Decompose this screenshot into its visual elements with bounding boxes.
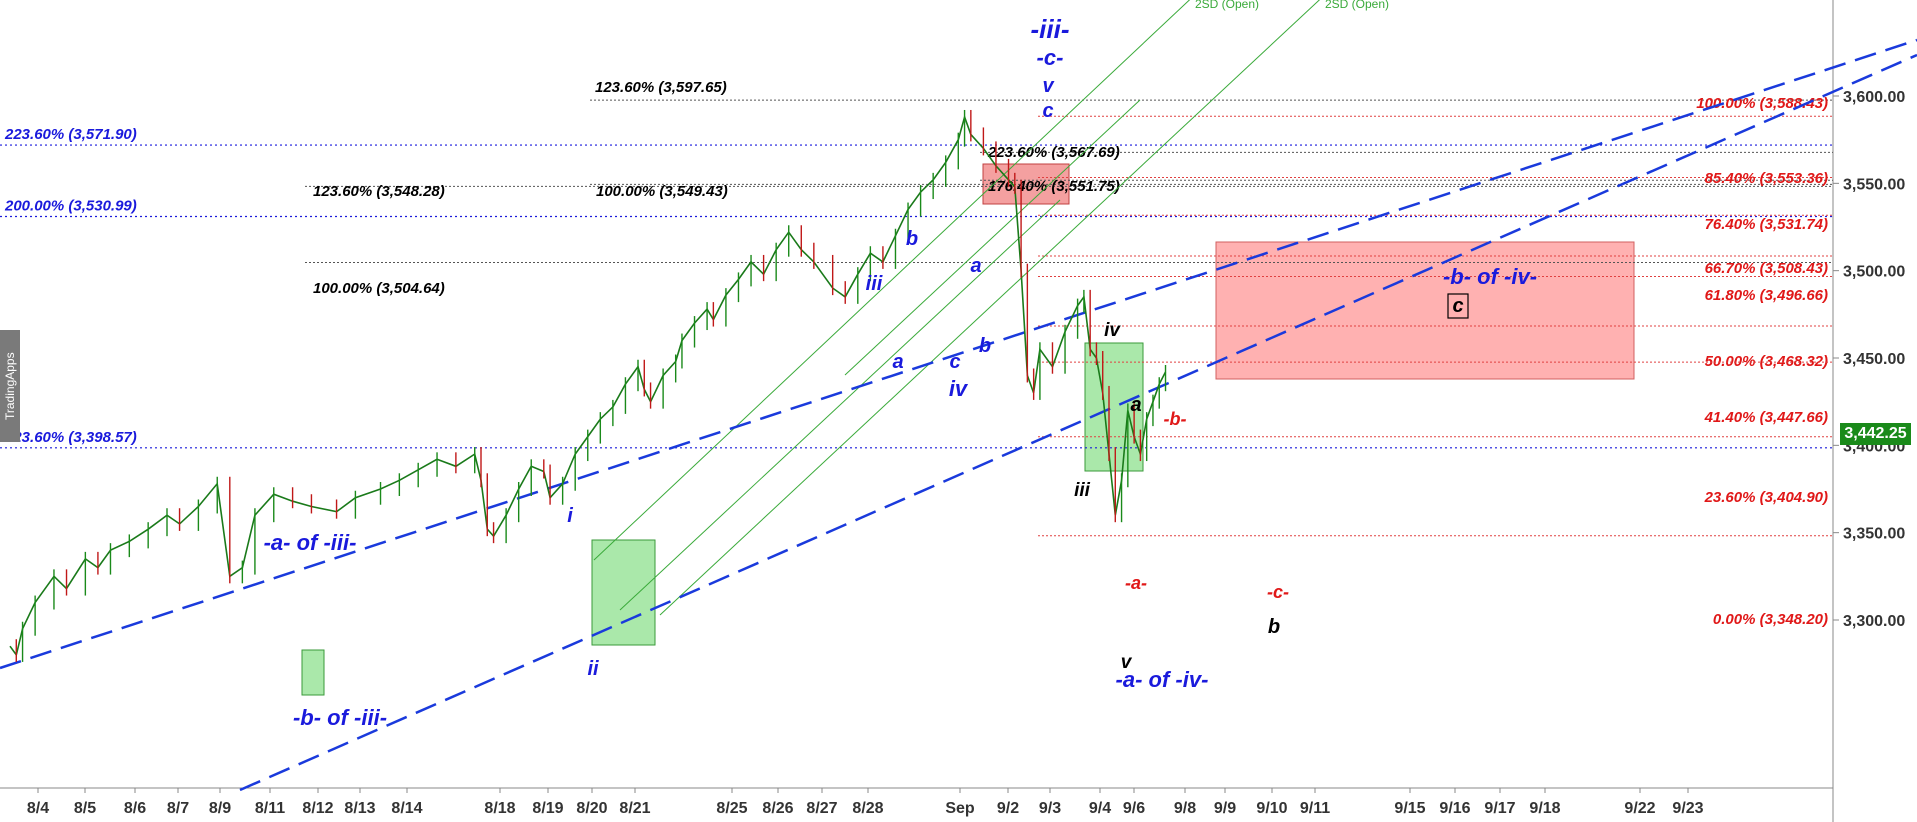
- y-tick-label: 3,350.00: [1843, 526, 1905, 543]
- last-price-badge: 3,442.25: [1840, 423, 1911, 445]
- x-tick-label: 8/7: [167, 800, 189, 817]
- price-series: [9, 114, 1167, 657]
- x-tick-label: 9/2: [997, 800, 1019, 817]
- wave-label: a: [970, 255, 981, 277]
- wave-label: i: [567, 505, 573, 527]
- retracement-label: 66.70% (3,508.43): [1705, 260, 1828, 277]
- watermark-tab: TradingApps: [0, 330, 20, 442]
- wave-label: v: [1042, 75, 1055, 97]
- fib-level-label: 123.60% (3,548.28): [313, 183, 445, 200]
- y-tick-label: 3,550.00: [1843, 176, 1905, 193]
- wave-label: b: [979, 335, 991, 357]
- x-tick-label: 8/14: [391, 800, 422, 817]
- wave-label: -c-: [1037, 45, 1064, 70]
- wave-label: -c-: [1267, 582, 1289, 602]
- retracement-label: 76.40% (3,531.74): [1705, 216, 1828, 233]
- x-tick-label: 8/19: [532, 800, 563, 817]
- x-tick-label: 9/16: [1439, 800, 1470, 817]
- wave-label: -a- of -iii-: [264, 530, 357, 555]
- x-tick-label: 9/9: [1214, 800, 1236, 817]
- wave-label: c: [1452, 295, 1463, 317]
- x-tick-label: 8/27: [806, 800, 837, 817]
- x-tick-label: 8/6: [124, 800, 146, 817]
- channel-line: [659, 0, 1321, 616]
- x-tick-label: 8/11: [255, 800, 285, 817]
- green-box-b-of-iii: [301, 649, 325, 696]
- x-tick-label: 8/18: [484, 800, 515, 817]
- wave-label: iv: [949, 376, 969, 401]
- retracement-label: 85.40% (3,553.36): [1705, 170, 1828, 187]
- wave-label: c: [949, 351, 960, 373]
- wave-label: a: [1130, 394, 1141, 416]
- x-tick-label: 8/25: [716, 800, 747, 817]
- retracement-label: 50.00% (3,468.32): [1705, 353, 1828, 370]
- wave-label: -b-: [1164, 409, 1187, 429]
- wave-c-box: [1447, 293, 1469, 319]
- x-tick-label: 9/6: [1123, 800, 1145, 817]
- x-tick-label: 9/18: [1529, 800, 1560, 817]
- y-tick-label: 3,300.00: [1843, 613, 1905, 630]
- x-tick-label: 9/17: [1484, 800, 1515, 817]
- x-tick-label: 9/22: [1624, 800, 1655, 817]
- green-box-iv: [1084, 342, 1144, 472]
- fib-level-label: 200.00% (3,530.99): [4, 198, 137, 215]
- wave-label: -b- of -iii-: [293, 705, 387, 730]
- x-tick-label: 8/13: [344, 800, 375, 817]
- x-tick-label: 8/20: [576, 800, 607, 817]
- x-tick-label: 9/11: [1300, 800, 1330, 817]
- wave-label: -b- of -iv-: [1443, 264, 1537, 289]
- x-tick-label: 9/3: [1039, 800, 1061, 817]
- wave-label: c: [1042, 100, 1053, 122]
- x-tick-label: 8/9: [209, 800, 231, 817]
- trend-line-upper: [0, 38, 1917, 670]
- x-tick-label: 8/5: [74, 800, 96, 817]
- fib-level-label: 123.60% (3,398.57): [5, 429, 137, 446]
- channel-label: 2SD (Open): [1325, 0, 1389, 11]
- x-tick-label: 8/28: [852, 800, 883, 817]
- x-tick-label: 9/10: [1256, 800, 1287, 817]
- channel-label: 2SD (Open): [1195, 0, 1259, 11]
- channel-line: [619, 199, 1061, 611]
- y-tick-label: 3,450.00: [1843, 351, 1905, 368]
- retracement-label: 61.80% (3,496.66): [1705, 287, 1828, 304]
- x-tick-label: 9/8: [1174, 800, 1196, 817]
- red-box-b-of-iv: [1215, 241, 1635, 380]
- wave-label: b: [1268, 616, 1280, 638]
- wave-label: ii: [587, 658, 599, 680]
- x-tick-label: 8/21: [619, 800, 650, 817]
- wave-label: iv: [1104, 320, 1121, 341]
- x-tick-label: 8/12: [302, 800, 333, 817]
- fib-level-label: 223.60% (3,567.69): [987, 144, 1120, 161]
- x-tick-label: 9/23: [1672, 800, 1703, 817]
- fib-level-label: 223.60% (3,571.90): [4, 126, 137, 143]
- retracement-label: 23.60% (3,404.90): [1704, 489, 1828, 506]
- fib-level-label: 123.60% (3,597.65): [595, 79, 727, 96]
- retracement-label: 41.40% (3,447.66): [1704, 409, 1828, 426]
- x-tick-label: 9/4: [1089, 800, 1111, 817]
- wave-label: iii: [866, 273, 883, 295]
- trend-line-lower: [239, 53, 1917, 792]
- x-tick-label: 8/4: [27, 800, 49, 817]
- wave-label: -a-: [1125, 573, 1147, 593]
- x-tick-label: Sep: [945, 800, 975, 817]
- green-box-ii: [591, 539, 656, 646]
- y-tick-label: 3,500.00: [1843, 264, 1905, 281]
- wave-label: iii: [1074, 480, 1091, 501]
- wave-label: a: [892, 351, 903, 373]
- wave-label: -a- of -iv-: [1116, 667, 1209, 692]
- channel-line: [844, 99, 1141, 376]
- x-tick-label: 8/26: [762, 800, 793, 817]
- retracement-label: 0.00% (3,348.20): [1713, 611, 1828, 628]
- fib-level-label: 100.00% (3,549.43): [596, 183, 728, 200]
- y-tick-label: 3,600.00: [1843, 89, 1905, 106]
- wave-label: v: [1121, 652, 1133, 673]
- x-tick-label: 9/15: [1394, 800, 1425, 817]
- channel-line: [593, 0, 1191, 561]
- wave-label: b: [906, 228, 918, 250]
- fib-level-label: 100.00% (3,504.64): [313, 280, 445, 297]
- wave-label: -iii-: [1031, 14, 1070, 44]
